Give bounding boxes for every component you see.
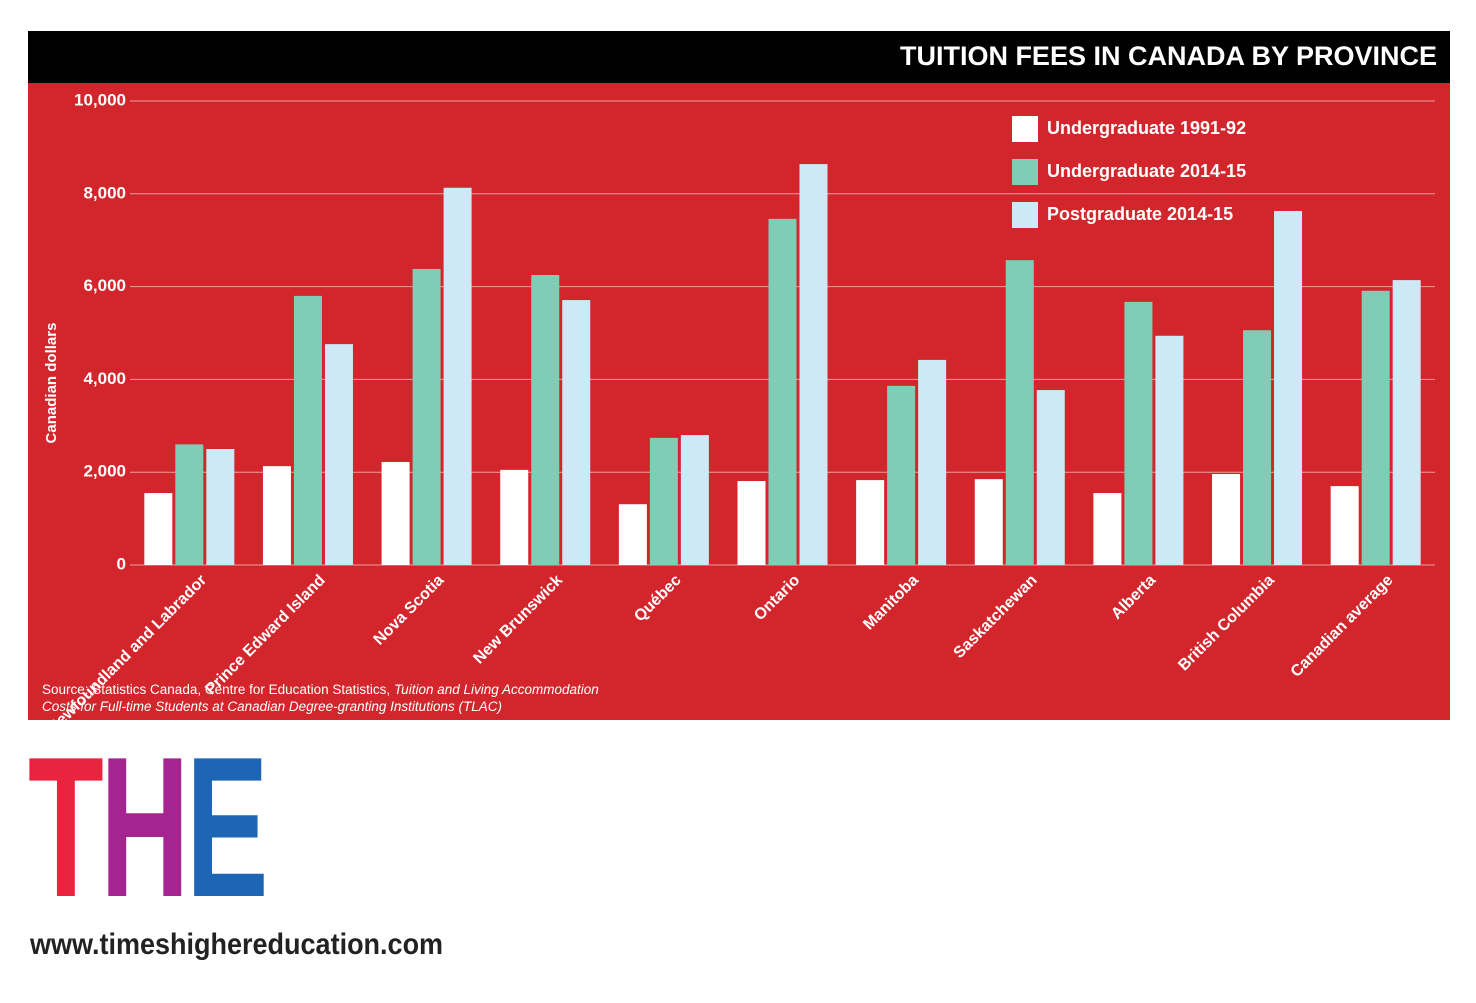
chart-title: TUITION FEES IN CANADA BY PROVINCE [900, 41, 1437, 71]
bar [175, 444, 204, 565]
logo-letter: E [185, 716, 269, 939]
bar [974, 479, 1003, 565]
legend-label: Postgraduate 2014-15 [1047, 204, 1233, 224]
chart-background [28, 83, 1450, 720]
y-axis-label: Canadian dollars [43, 323, 60, 444]
bar [1212, 474, 1241, 565]
legend-label: Undergraduate 2014-15 [1047, 161, 1246, 181]
bar [887, 385, 916, 565]
legend-swatch [1012, 159, 1038, 185]
bar [1361, 290, 1390, 565]
bar [324, 344, 353, 565]
bar [1005, 260, 1034, 565]
bar [562, 300, 591, 565]
bar [293, 295, 322, 565]
url: www.timeshighereducation.com [30, 928, 444, 961]
logo: THE [28, 728, 269, 928]
title-bar [28, 31, 1450, 83]
bar [262, 466, 291, 565]
y-tick-label: 6,000 [83, 276, 126, 295]
logo-letter: T [28, 716, 104, 939]
bar [1392, 280, 1421, 565]
bar [206, 449, 235, 565]
bar [737, 481, 766, 565]
bar [799, 164, 828, 565]
bar [381, 461, 410, 565]
bar [1124, 301, 1153, 565]
logo-letter: H [100, 716, 190, 939]
bar [1155, 335, 1184, 565]
bar [680, 435, 709, 565]
y-tick-label: 0 [117, 554, 126, 573]
legend-label: Undergraduate 1991-92 [1047, 118, 1246, 138]
bar [144, 493, 173, 565]
bar [443, 187, 472, 565]
bar [1093, 493, 1122, 565]
bar [1274, 210, 1303, 565]
bar [531, 275, 560, 565]
bar [1243, 330, 1272, 565]
bar [649, 437, 678, 565]
source-text: Source: Statistics Canada, Centre for Ed… [42, 682, 391, 697]
bar [856, 480, 885, 565]
bar [500, 469, 529, 565]
legend-swatch [1012, 202, 1038, 228]
bar [1036, 390, 1065, 565]
source-note: Source: Statistics Canada, Centre for Ed… [42, 681, 612, 715]
bar [412, 268, 441, 565]
legend-swatch [1012, 116, 1038, 142]
source-title: Tuition and Living Accommodation Costs f… [42, 682, 599, 714]
bar [918, 359, 947, 565]
y-tick-label: 8,000 [83, 183, 126, 202]
bar [768, 218, 797, 565]
bar [618, 504, 647, 565]
y-tick-label: 2,000 [83, 462, 126, 481]
bar [1330, 486, 1359, 565]
y-tick-label: 10,000 [74, 90, 126, 109]
y-tick-label: 4,000 [83, 369, 126, 388]
